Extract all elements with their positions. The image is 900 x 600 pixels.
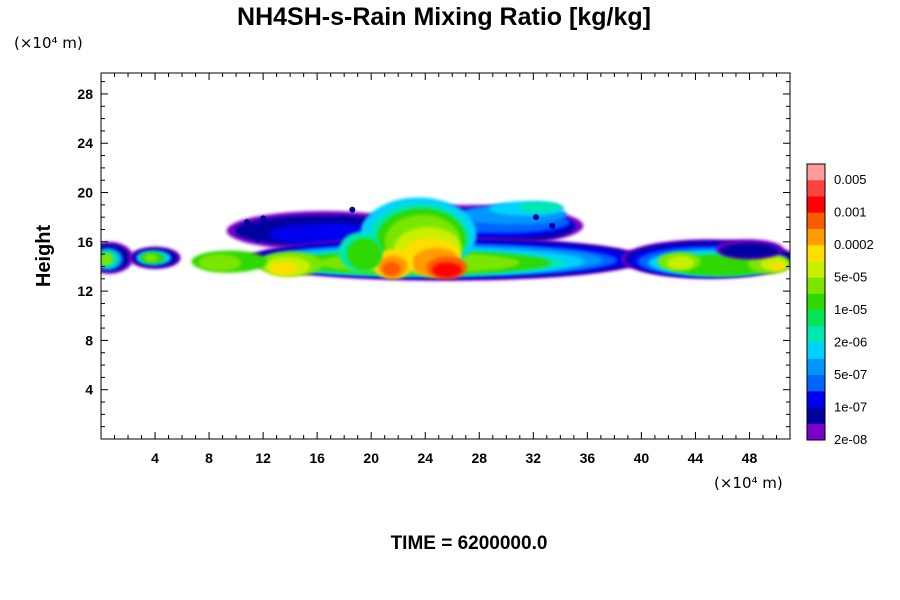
x-tick-label: 16 (309, 450, 325, 466)
x-tick-label: 32 (526, 450, 542, 466)
y-tick-label: 28 (77, 86, 93, 102)
y-tick-label: 8 (85, 332, 93, 348)
field-contour (769, 262, 786, 271)
colorbar-label: 0.005 (834, 172, 867, 187)
field-contour (198, 254, 242, 272)
mixing-ratio-field (101, 197, 790, 281)
colorbar-label: 0.001 (834, 205, 867, 220)
y-tick-label: 16 (77, 234, 93, 250)
colorbar-swatch (807, 277, 825, 295)
y-axis-label: Height (33, 225, 55, 288)
colorbar-swatch (807, 375, 825, 392)
colorbar-swatch (807, 391, 825, 409)
field-contour (269, 262, 297, 276)
x-tick-label: 20 (363, 450, 379, 466)
colorbar: 0.005 0.001 0.0002 5e-05 1e-05 2e-06 5e-07 1e-0… (806, 163, 874, 447)
colorbar-swatch (807, 261, 825, 279)
field-speckle (238, 226, 245, 233)
chart-title: NH4SH-s-Rain Mixing Ratio [kg/kg] (237, 3, 651, 31)
colorbar-swatch (807, 228, 825, 246)
field-speckle (533, 214, 540, 221)
x-tick-label: 28 (471, 450, 487, 466)
y-tick-label: 20 (77, 185, 93, 201)
colorbar-swatch (807, 245, 825, 262)
colorbar-label: 5e-07 (834, 367, 867, 382)
field-contour (346, 238, 383, 271)
plot-frame (100, 72, 791, 440)
colorbar-label: 5e-05 (834, 270, 867, 285)
x-tick-label: 4 (151, 450, 159, 466)
colorbar-label: 0.0002 (834, 237, 874, 252)
x-tick-label: 48 (742, 450, 758, 466)
field-contour (101, 252, 114, 266)
x-tick-label: 24 (417, 450, 433, 466)
time-label: TIME = 6200000.0 (391, 533, 548, 554)
x-tick-label: 8 (205, 450, 213, 466)
colorbar-swatch (807, 326, 825, 344)
colorbar-swatch (807, 180, 825, 197)
field-contour (719, 243, 780, 258)
field-speckle (260, 215, 267, 222)
field-speckle (243, 219, 250, 226)
y-tick-label: 4 (85, 382, 93, 398)
x-tick-label: 40 (634, 450, 650, 466)
field-speckle (273, 221, 280, 228)
x-unit-label: (×10⁴ m) (714, 474, 783, 492)
colorbar-label: 2e-08 (834, 432, 867, 447)
x-tick-label: 36 (580, 450, 596, 466)
field-contour (518, 201, 562, 213)
colorbar-swatch (807, 310, 825, 327)
field-speckle (249, 228, 256, 235)
colorbar-swatch (807, 407, 825, 425)
y-tick-label: 24 (77, 135, 93, 151)
colorbar-swatch (807, 164, 825, 181)
field-contour (667, 256, 695, 270)
x-tick-label: 44 (688, 450, 704, 466)
field-contour (144, 254, 158, 262)
field-speckle (549, 222, 556, 229)
colorbar-label: 2e-06 (834, 335, 867, 350)
colorbar-swatch (807, 196, 825, 214)
x-tick-label: 12 (255, 450, 271, 466)
field-speckle (339, 215, 346, 222)
colorbar-swatch (807, 358, 825, 376)
colorbar-swatch (807, 212, 825, 230)
colorbar-label: 1e-07 (834, 400, 867, 415)
colorbar-swatch (807, 293, 825, 311)
colorbar-label: 1e-05 (834, 302, 867, 317)
y-tick-label: 12 (77, 283, 93, 299)
field-speckle (254, 236, 261, 243)
field-speckle (349, 206, 356, 213)
field-contour (382, 261, 401, 277)
colorbar-swatch (807, 342, 825, 360)
field-speckle (565, 226, 572, 233)
colorbar-frame (806, 163, 826, 441)
field-contour (431, 262, 462, 278)
y-unit-label: (×10⁴ m) (14, 34, 83, 52)
colorbar-swatch (807, 423, 825, 441)
